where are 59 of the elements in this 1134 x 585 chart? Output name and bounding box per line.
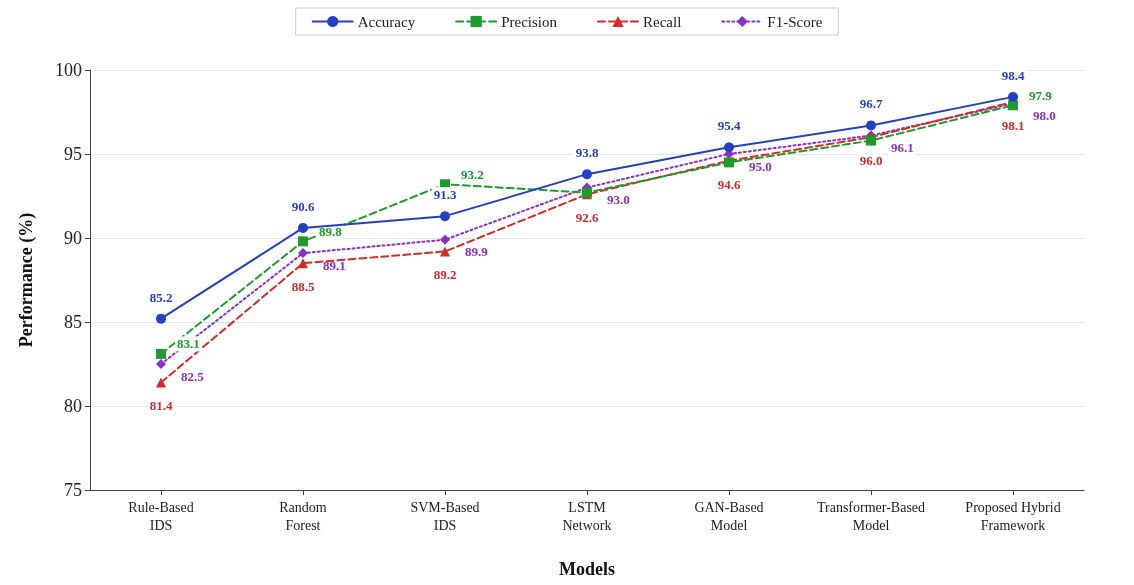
data-label: 82.5 <box>181 368 205 384</box>
y-tick-label: 80 <box>64 396 82 416</box>
point <box>724 142 734 153</box>
data-label: 95.0 <box>749 158 772 174</box>
y-tick-label: 90 <box>64 228 82 248</box>
data-label: 89.2 <box>433 267 457 283</box>
x-tick-label: Rule-Based IDS <box>128 499 194 533</box>
data-label: 92.6 <box>575 210 599 226</box>
data-label: 96.1 <box>891 140 914 156</box>
point <box>298 248 308 259</box>
data-label: 96.0 <box>859 153 883 169</box>
point <box>866 120 876 131</box>
y-tick-label: 100 <box>55 60 82 80</box>
data-label: 93.2 <box>461 166 484 182</box>
data-label: 81.4 <box>149 398 173 414</box>
data-label: 90.6 <box>291 198 315 214</box>
x-tick-label: GAN-Based Model <box>694 499 764 533</box>
data-label: 98.1 <box>1001 117 1025 133</box>
point <box>156 359 166 369</box>
point <box>298 236 308 247</box>
data-label: 89.8 <box>319 223 343 239</box>
legend-label: Accuracy <box>357 13 416 30</box>
point <box>156 377 166 388</box>
data-label: 93.8 <box>575 145 599 161</box>
x-tick-label: Random Forest <box>279 499 327 533</box>
x-tick-label: Transformer-Based Model <box>816 499 926 533</box>
point <box>440 211 450 222</box>
point <box>1008 91 1018 102</box>
legend-label: F1-Score <box>767 13 823 30</box>
point <box>298 258 308 269</box>
data-label: 98.4 <box>1001 67 1025 83</box>
data-label: 91.3 <box>433 187 457 203</box>
point <box>156 348 166 359</box>
data-label: 89.9 <box>465 244 489 260</box>
data-label: 88.5 <box>291 279 315 295</box>
data-label: 96.7 <box>859 96 883 112</box>
x-axis-title: Models <box>559 559 615 579</box>
y-axis-title: Performance (%) <box>16 212 37 348</box>
data-label: 95.4 <box>717 118 741 134</box>
data-label: 94.6 <box>717 176 741 192</box>
x-tick-label: Proposed Hybrid Framework <box>965 499 1061 533</box>
legend-label: Recall <box>642 13 682 30</box>
point <box>156 313 166 324</box>
y-tick-label: 75 <box>64 480 82 500</box>
data-label: 85.2 <box>149 289 173 305</box>
data-label: 97.9 <box>1029 87 1053 103</box>
legend-label: Precision <box>501 13 558 30</box>
point <box>440 234 450 245</box>
x-tick-label: SVM-Based IDS <box>410 499 480 533</box>
data-label: 93.0 <box>607 192 630 208</box>
point <box>582 169 592 180</box>
point <box>298 222 308 233</box>
data-label: 98.0 <box>1033 108 1056 124</box>
y-tick-label: 95 <box>64 144 82 164</box>
point <box>440 246 450 257</box>
data-label: 89.1 <box>323 257 346 273</box>
data-label: 83.1 <box>177 336 200 352</box>
x-tick-label: LSTM Network <box>562 499 612 533</box>
y-tick-label: 85 <box>64 312 82 332</box>
